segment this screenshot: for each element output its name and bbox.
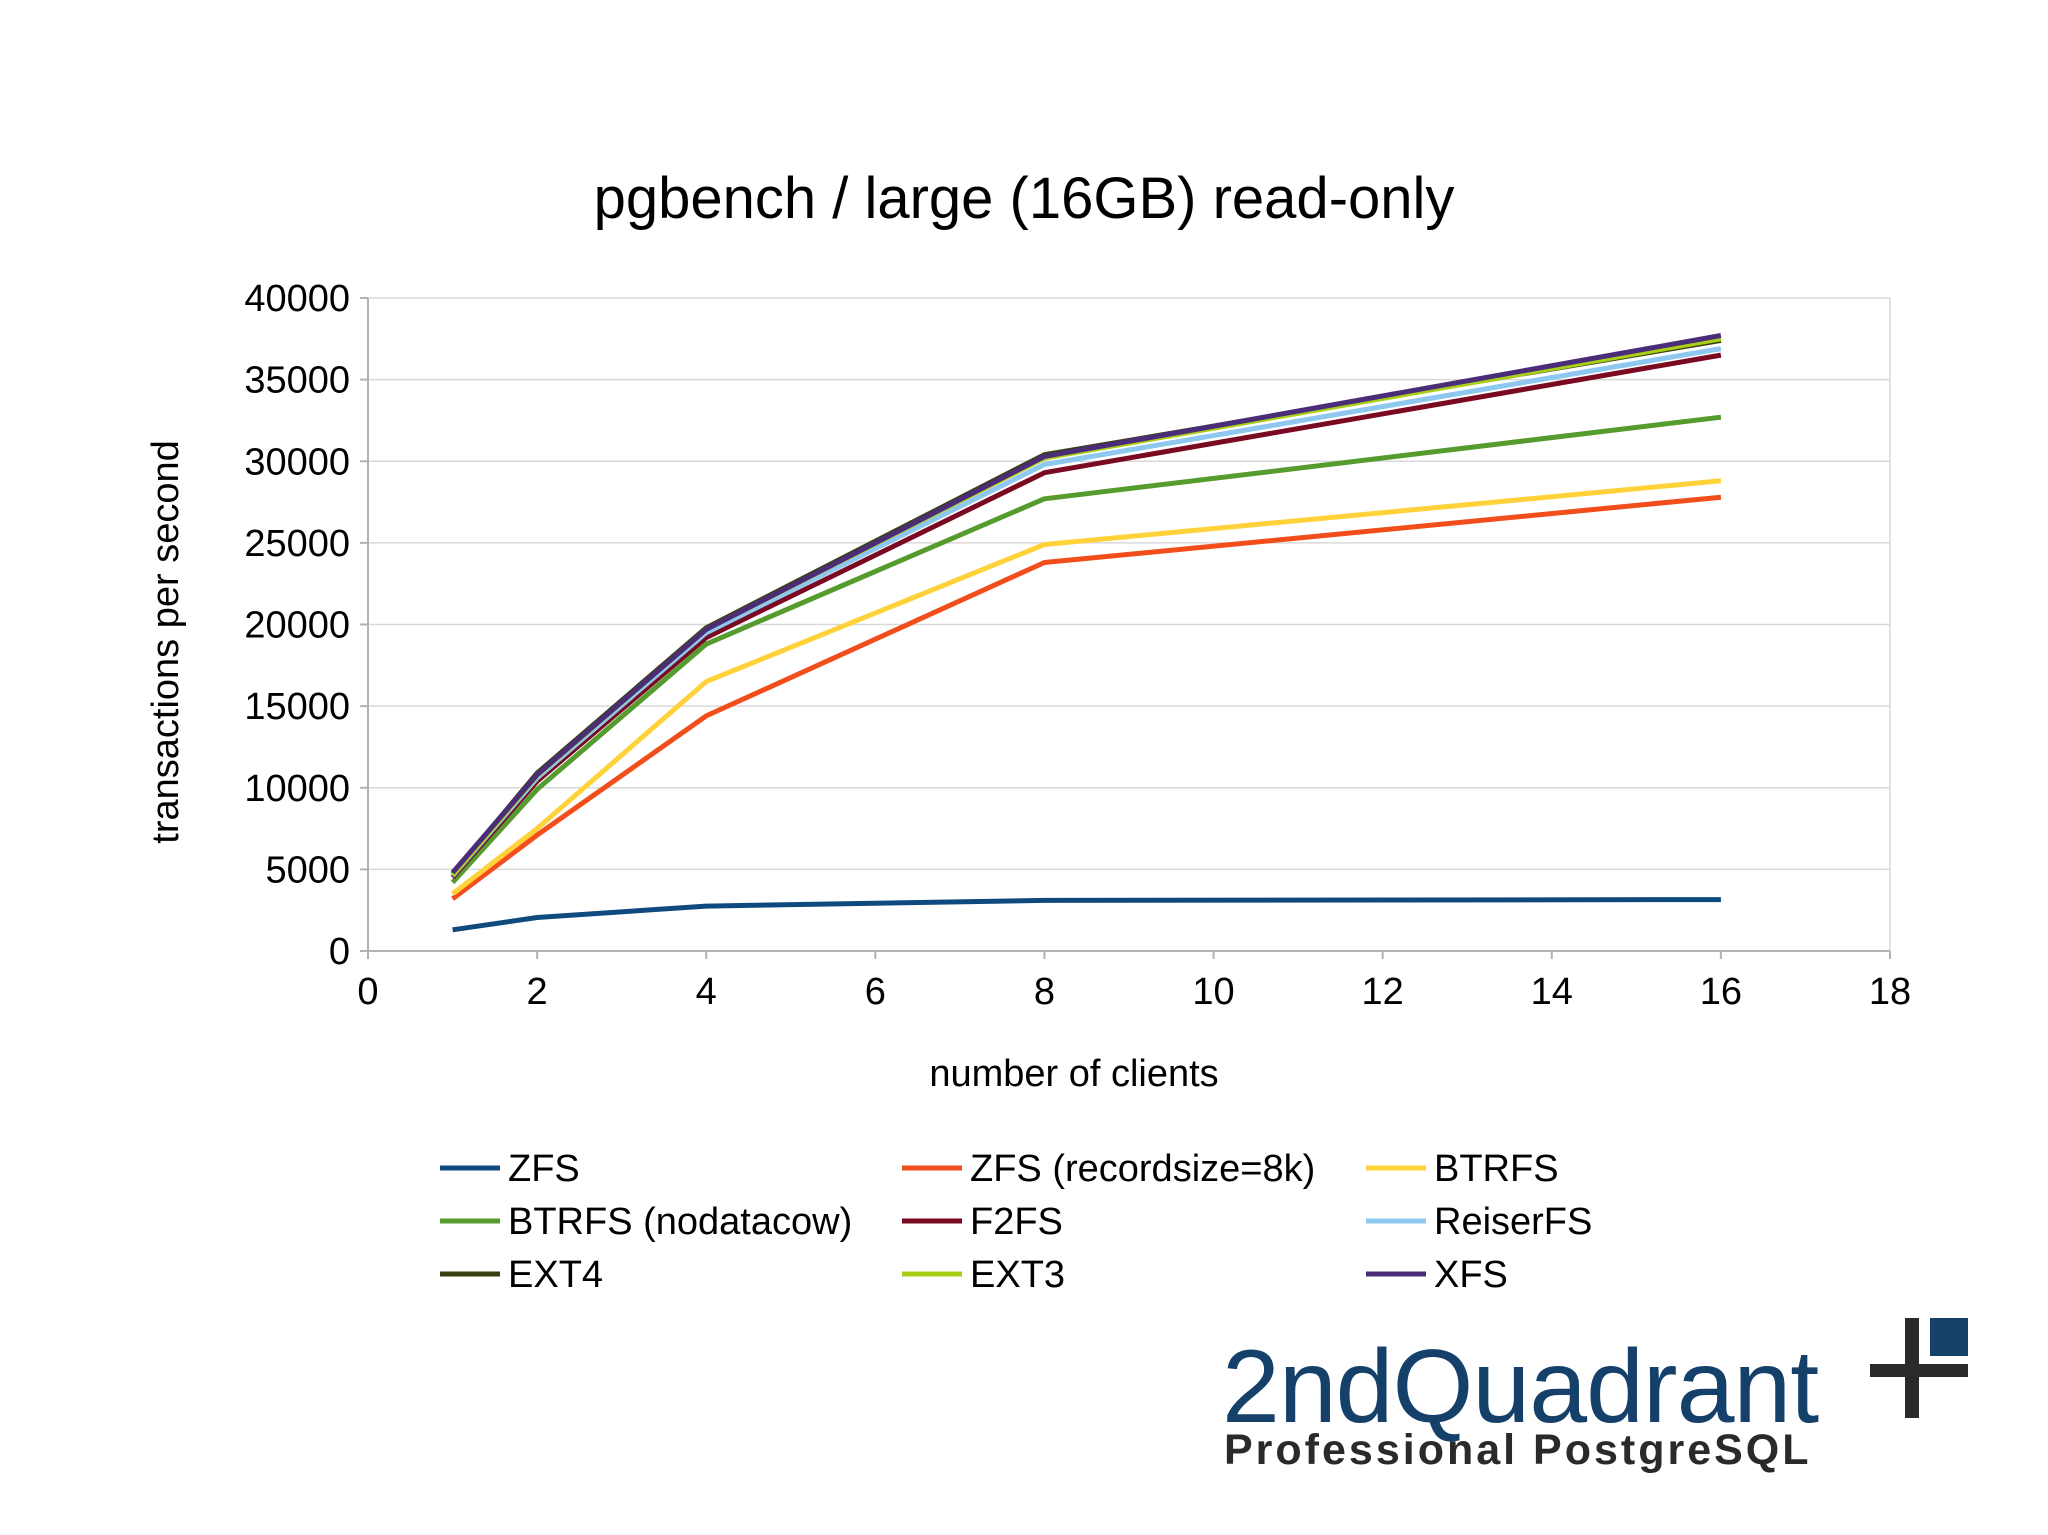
x-tick-label: 0	[357, 971, 378, 1013]
x-tick-label: 4	[696, 971, 717, 1013]
legend-label-reiserfs: ReiserFS	[1434, 1201, 1592, 1243]
legend-label-zfs: ZFS	[508, 1148, 580, 1190]
y-tick-label: 0	[329, 931, 350, 973]
legend-label-btrfs: BTRFS	[1434, 1148, 1559, 1190]
x-tick-label: 10	[1192, 971, 1234, 1013]
legend-label-f2fs: F2FS	[970, 1201, 1063, 1243]
series-line-reiserfs	[450, 346, 1722, 878]
x-tick-label: 16	[1700, 971, 1742, 1013]
x-tick-label: 2	[527, 971, 548, 1013]
x-axis-label: number of clients	[929, 1053, 1218, 1095]
series-lines	[450, 333, 1722, 933]
y-tick-label: 5000	[265, 849, 350, 891]
y-axis-label: transactions per second	[145, 440, 187, 843]
x-axis-ticks: 0 2 4 6 8 10 12 14 16 18	[357, 951, 1911, 1013]
logo: 2ndQuadrant Professional PostgreSQL	[1222, 1318, 1968, 1474]
legend-label-btrfs-nodatacow: BTRFS (nodatacow)	[508, 1201, 852, 1243]
series-line-f2fs	[450, 352, 1722, 880]
gridlines	[368, 297, 1891, 951]
legend-label-xfs: XFS	[1434, 1254, 1508, 1296]
y-axis-ticks: 0 5000 10000 15000 20000 25000 30000 35000 40000	[244, 278, 368, 973]
x-tick-label: 14	[1531, 971, 1573, 1013]
logo-sub-text: Professional PostgreSQL	[1224, 1426, 1812, 1474]
series-line-ext4	[450, 337, 1722, 876]
logo-plus-icon	[1870, 1318, 1968, 1418]
series-line-btrfs	[451, 478, 1722, 896]
y-tick-label: 10000	[244, 768, 350, 810]
x-tick-label: 12	[1362, 971, 1404, 1013]
y-tick-label: 15000	[244, 686, 350, 728]
legend-label-zfs-recordsize-8k: ZFS (recordsize=8k)	[970, 1148, 1315, 1190]
y-tick-label: 35000	[244, 360, 350, 402]
series-line-zfs-recordsize-8k	[451, 494, 1722, 901]
y-tick-label: 30000	[244, 441, 350, 483]
legend-label-ext4: EXT4	[508, 1254, 603, 1296]
y-tick-label: 25000	[244, 523, 350, 565]
y-tick-label: 40000	[244, 278, 350, 320]
series-line-ext3	[450, 336, 1722, 877]
series-line-xfs	[450, 333, 1722, 875]
logo-main-text: 2ndQuadrant	[1222, 1329, 1819, 1445]
x-tick-label: 18	[1869, 971, 1911, 1013]
series-line-btrfs-nodatacow	[450, 414, 1722, 885]
y-tick-label: 20000	[244, 605, 350, 647]
x-tick-label: 6	[865, 971, 886, 1013]
legend-label-ext3: EXT3	[970, 1254, 1065, 1296]
legend: ZFS ZFS (recordsize=8k) BTRFS BTRFS (nodata…	[440, 1148, 1592, 1296]
series-line-zfs	[452, 897, 1721, 933]
x-tick-label: 8	[1034, 971, 1055, 1013]
chart-title: pgbench / large (16GB) read-only	[594, 166, 1455, 231]
